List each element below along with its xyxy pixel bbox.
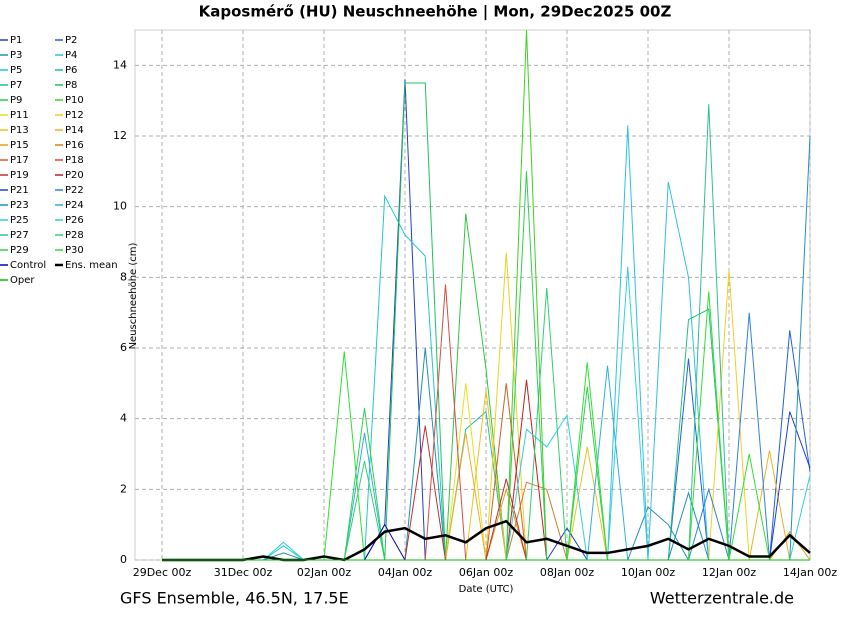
legend-label: P5 [10,65,22,76]
x-tick-label: 14Jan 00z [783,566,837,579]
series-line [162,519,811,562]
x-tick-label: 08Jan 00z [540,566,594,579]
legend-label: P26 [65,215,84,226]
y-tick-label: 4 [120,412,127,425]
y-tick-label: 8 [120,270,127,283]
legend-label: P19 [10,170,29,181]
legend-label: P20 [65,170,84,181]
legend-label: P16 [65,140,84,151]
legend-label: P6 [65,65,77,76]
legend-label: P24 [65,200,84,211]
y-tick-label: 2 [120,482,127,495]
series-line [162,379,810,561]
legend-label: P15 [10,140,29,151]
legend-label: P23 [10,200,29,211]
legend-label: P30 [65,245,84,256]
x-axis-label: Date (UTC) [459,584,514,595]
legend-label: P2 [65,35,77,46]
y-tick-label: 12 [113,129,127,142]
legend-label: P3 [10,50,22,61]
footer-source: GFS Ensemble, 46.5N, 17.5E [120,589,349,608]
legend-label: P13 [10,125,29,136]
y-axis-label: Neuschneehöhe (cm) [128,242,139,349]
x-tick-label: 06Jan 00z [459,566,513,579]
legend-label: P11 [10,110,29,121]
x-tick-label: 12Jan 00z [702,566,756,579]
legend-label: Oper [10,275,35,286]
y-tick-label: 0 [120,553,127,566]
x-tick-label: 10Jan 00z [621,566,675,579]
legend-label: P21 [10,185,29,196]
legend-label: P12 [65,110,84,121]
legend-label: Control [10,260,46,271]
legend-label: Ens. mean [65,260,118,271]
x-tick-label: 02Jan 00z [297,566,351,579]
footer-brand: Wetterzentrale.de [650,589,794,608]
legend-label: P14 [65,125,84,136]
legend-label: P28 [65,230,84,241]
x-tick-label: 29Dec 00z [133,566,192,579]
legend-label: P9 [10,95,22,106]
x-tick-label: 04Jan 00z [378,566,432,579]
legend-label: P18 [65,155,84,166]
legend-label: P10 [65,95,84,106]
y-tick-label: 14 [113,58,127,71]
legend-label: P8 [65,80,77,91]
legend-label: P25 [10,215,29,226]
legend-label: P17 [10,155,29,166]
legend-label: P29 [10,245,29,256]
chart-title: Kaposmérő (HU) Neuschneehöhe | Mon, 29De… [199,3,672,22]
legend-label: P1 [10,35,22,46]
legend-label: P27 [10,230,29,241]
legend-label: P4 [65,50,77,61]
y-tick-label: 10 [113,200,127,213]
legend-label: P7 [10,80,22,91]
legend-label: P22 [65,185,84,196]
y-tick-label: 6 [120,341,127,354]
x-tick-label: 31Dec 00z [214,566,273,579]
